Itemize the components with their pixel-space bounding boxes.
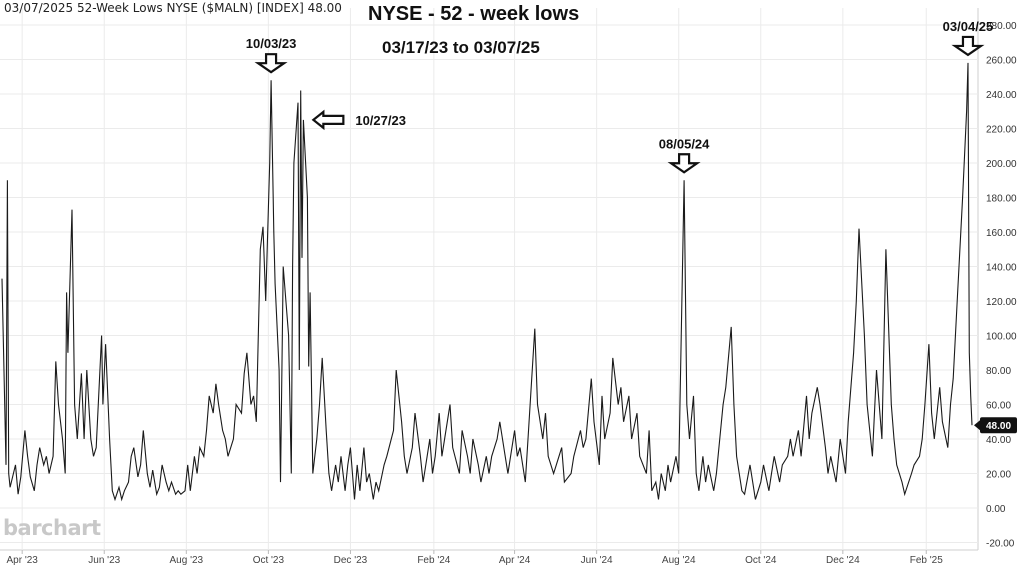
- annotation: 08/05/24: [659, 136, 710, 174]
- barchart-logo: barchart: [3, 516, 101, 540]
- y-tick-label: 280.00: [986, 21, 1017, 32]
- annotation: 10/27/23: [311, 109, 406, 131]
- x-tick-label: Apr '24: [499, 555, 531, 566]
- y-tick-label: 120.00: [986, 297, 1017, 308]
- annotation-arrow-left: [311, 109, 345, 131]
- y-tick-label: 60.00: [986, 401, 1011, 412]
- y-tick-label: 180.00: [986, 194, 1017, 205]
- x-tick-label: Feb '25: [910, 555, 943, 566]
- annotation: 03/04/25: [943, 19, 994, 57]
- series-line: [1, 62, 973, 502]
- y-tick-label: 140.00: [986, 263, 1017, 274]
- y-tick-label: 0.00: [986, 504, 1006, 515]
- x-tick-label: Aug '24: [662, 555, 696, 566]
- last-value-badge: 48.00: [974, 417, 1017, 434]
- x-tick-label: Feb '24: [417, 555, 450, 566]
- annotation-label: 03/04/25: [943, 19, 994, 34]
- y-tick-label: 160.00: [986, 228, 1017, 239]
- x-tick-label: Dec '24: [826, 555, 860, 566]
- x-axis: Apr '23 Jun '23 Aug '23 Oct '23 Dec '23 Feb '…: [6, 555, 943, 566]
- y-tick-label: 40.00: [986, 435, 1011, 446]
- annotation-arrow-down: [254, 53, 288, 74]
- x-tick-label: Jun '23: [88, 555, 120, 566]
- x-tick-label: Aug '23: [170, 555, 204, 566]
- y-tick-label: -20.00: [986, 539, 1015, 550]
- y-axis: -20.00 0.00 20.00 40.00 60.00 80.00 100.00 120.…: [986, 21, 1017, 550]
- x-tick-label: Oct '23: [253, 555, 285, 566]
- y-tick-label: 80.00: [986, 366, 1011, 377]
- chart-subtitle: 03/17/23 to 03/07/25: [382, 38, 540, 57]
- annotation-arrow-down: [951, 35, 985, 57]
- x-tick-label: Apr '23: [6, 555, 38, 566]
- chart-header-label: 03/07/2025 52-Week Lows NYSE ($MALN) [IN…: [4, 1, 342, 15]
- annotation-label: 08/05/24: [659, 136, 710, 151]
- x-tick-label: Jun '24: [581, 555, 613, 566]
- annotation: 10/03/23: [246, 36, 297, 74]
- y-tick-label: 240.00: [986, 90, 1017, 101]
- last-value-pointer: [974, 420, 980, 431]
- y-tick-label: 260.00: [986, 56, 1017, 67]
- y-tick-label: 200.00: [986, 159, 1017, 170]
- x-tick-label: Oct '24: [745, 555, 777, 566]
- annotation-label: 10/27/23: [355, 113, 406, 128]
- y-tick-label: 220.00: [986, 125, 1017, 136]
- y-tick-label: 20.00: [986, 470, 1011, 481]
- x-tick-label: Dec '23: [334, 555, 368, 566]
- y-tick-label: 100.00: [986, 332, 1017, 343]
- last-value-badge-box: [980, 417, 1017, 434]
- last-value-label: 48.00: [986, 421, 1011, 432]
- annotation-arrow-down: [667, 153, 701, 174]
- annotation-label: 10/03/23: [246, 36, 297, 51]
- annotations: 10/03/23 10/27/23 08/05/24 03/04/25: [246, 19, 994, 174]
- chart-title: NYSE - 52 - week lows: [368, 3, 580, 25]
